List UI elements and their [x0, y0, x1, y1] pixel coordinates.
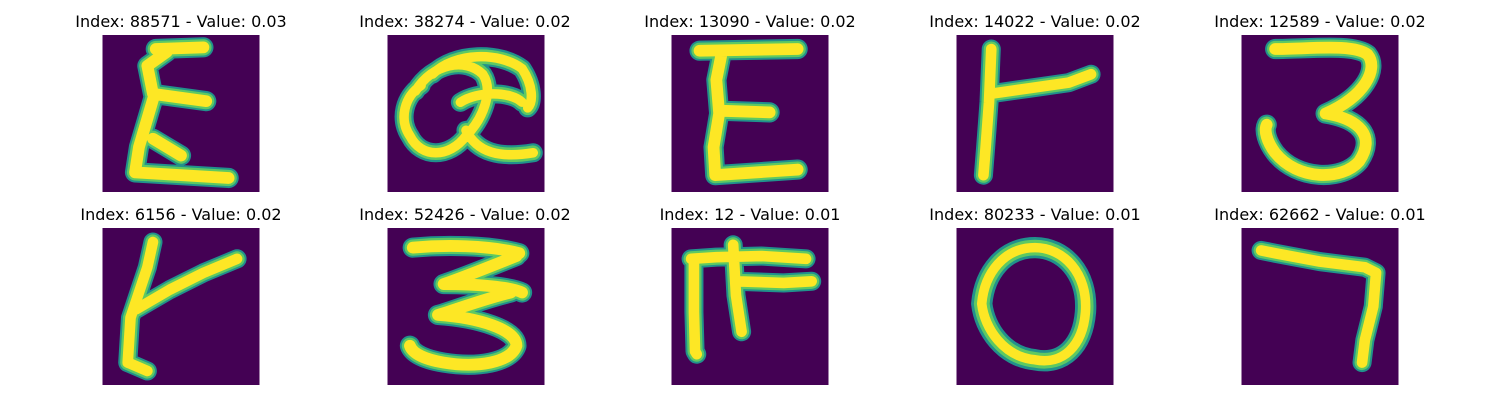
handwritten-F-glyph: [671, 228, 829, 385]
handwritten-3-glyph: [387, 228, 545, 385]
panel-7: Index: 52426 - Value: 0.02: [320, 193, 610, 385]
panel-3: Index: 13090 - Value: 0.02: [605, 0, 895, 192]
panel-8: Index: 12 - Value: 0.01: [605, 193, 895, 385]
handwritten-3-glyph: [1241, 35, 1399, 192]
panel-title: Index: 88571 - Value: 0.03: [75, 12, 287, 31]
panel-title: Index: 80233 - Value: 0.01: [929, 205, 1141, 224]
panel-title: Index: 14022 - Value: 0.02: [929, 12, 1141, 31]
panel-5: Index: 12589 - Value: 0.02: [1175, 0, 1465, 192]
panel-4: Index: 14022 - Value: 0.02: [890, 0, 1180, 192]
handwritten-E-glyph: [671, 35, 829, 192]
panel-title: Index: 6156 - Value: 0.02: [80, 205, 282, 224]
handwritten-0-glyph: [956, 228, 1114, 385]
panel-9: Index: 80233 - Value: 0.01: [890, 193, 1180, 385]
panel-1: Index: 88571 - Value: 0.03: [36, 0, 326, 192]
panel-title: Index: 13090 - Value: 0.02: [644, 12, 856, 31]
panel-title: Index: 62662 - Value: 0.01: [1214, 205, 1426, 224]
panel-title: Index: 38274 - Value: 0.02: [359, 12, 571, 31]
panel-title: Index: 12589 - Value: 0.02: [1214, 12, 1426, 31]
handwritten-7-glyph: [1241, 228, 1399, 385]
handwritten-r-glyph: [956, 35, 1114, 192]
panel-10: Index: 62662 - Value: 0.01: [1175, 193, 1465, 385]
panel-2: Index: 38274 - Value: 0.02: [320, 0, 610, 192]
panel-title: Index: 12 - Value: 0.01: [659, 205, 841, 224]
handwritten-epsilon-glyph: [102, 35, 260, 192]
panel-title: Index: 52426 - Value: 0.02: [359, 205, 571, 224]
handwritten-looped-a-glyph: [387, 35, 545, 192]
handwritten-t-glyph: [102, 228, 260, 385]
panel-6: Index: 6156 - Value: 0.02: [36, 193, 326, 385]
